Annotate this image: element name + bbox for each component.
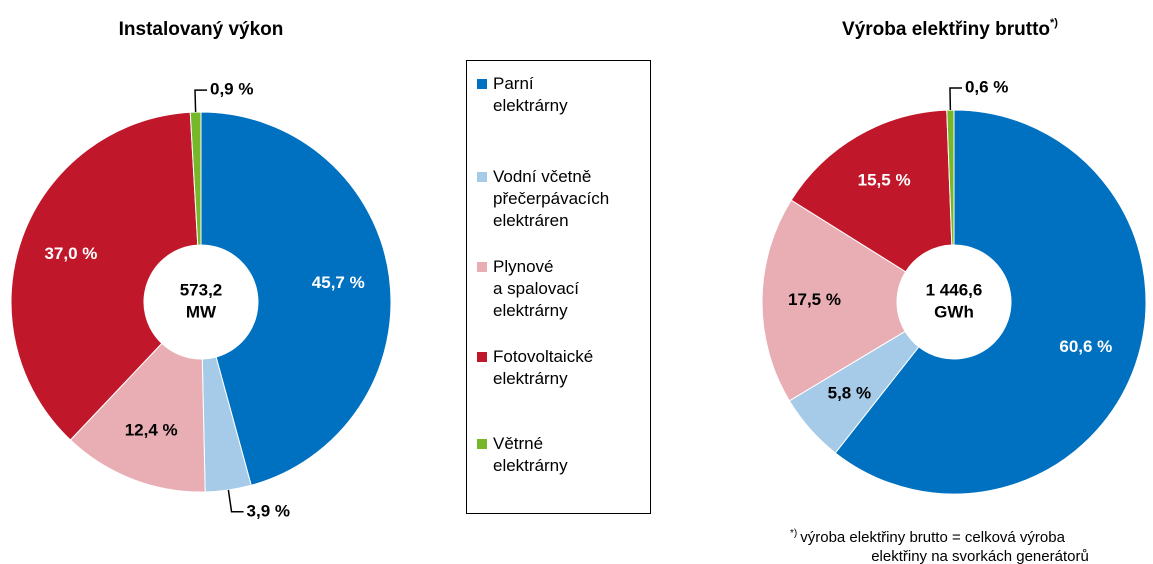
data-label: 12,4 %: [125, 421, 178, 440]
legend-label: Plynové a spalovací elektrárny: [493, 257, 579, 320]
center-label: GWh: [934, 302, 974, 321]
slice: [834, 109, 1147, 495]
data-label: 5,8 %: [828, 384, 871, 403]
legend-label: Větrné elektrárny: [493, 434, 568, 475]
legend-swatch: [477, 439, 487, 449]
chart-title: Instalovaný výkon: [119, 19, 284, 40]
data-label: 45,7 %: [312, 273, 365, 292]
chart-title: Výroba elektřiny brutto: [842, 19, 1050, 40]
data-label: 3,9 %: [247, 501, 290, 520]
footnote-mark: *): [790, 528, 797, 539]
legend: Parní elektrárny Vodní včetně přečerpávac…: [466, 60, 651, 514]
title-note: *): [1050, 17, 1058, 29]
leader-line: [949, 87, 962, 111]
center-label: 573,2: [180, 280, 223, 299]
data-label: 17,5 %: [788, 290, 841, 309]
legend-swatch: [477, 262, 487, 272]
footnote-text: výroba elektřiny brutto = celková výroba: [800, 529, 1065, 546]
leader-line: [227, 489, 244, 513]
slice: [189, 111, 202, 246]
legend-label: Fotovoltaické elektrárny: [493, 347, 594, 388]
footnote: *) výroba elektřiny brutto = celková výro…: [790, 528, 1066, 546]
slice: [10, 111, 199, 441]
slice: [761, 199, 907, 402]
legend-swatch: [477, 79, 487, 89]
slice: [790, 109, 953, 273]
data-label: 60,6 %: [1059, 337, 1112, 356]
data-label: 15,5 %: [858, 171, 911, 190]
legend-swatch: [477, 172, 487, 182]
legend-label: Vodní včetně přečerpávacích elektráren: [493, 167, 610, 230]
center-label: 1 446,6: [926, 280, 983, 299]
chart-title: Výroba elektřiny brutto*): [842, 17, 1058, 40]
slice: [200, 111, 392, 486]
slice: [946, 109, 955, 246]
leader-line: [194, 89, 208, 113]
center-label: MW: [186, 302, 217, 321]
data-label: 0,9 %: [210, 80, 253, 99]
legend-label: Parní elektrárny: [493, 74, 568, 115]
data-label: 37,0 %: [44, 244, 97, 263]
legend-swatch: [477, 352, 487, 362]
footnote-text: elektřiny na svorkách generátorů: [871, 548, 1089, 564]
slice: [69, 342, 206, 493]
data-label: 0,6 %: [965, 78, 1008, 97]
